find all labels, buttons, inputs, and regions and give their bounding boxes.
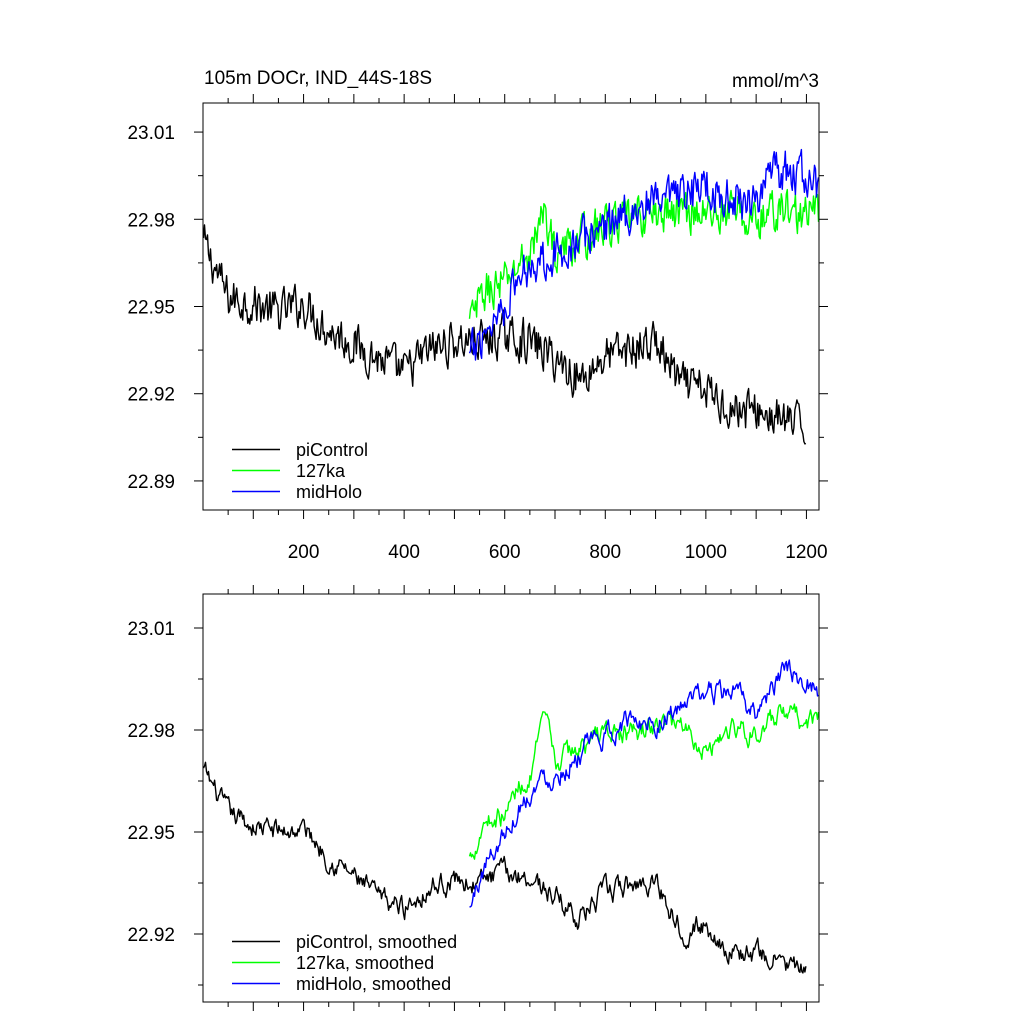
legend-label: piControl xyxy=(296,440,368,460)
series-line-127ka xyxy=(468,188,820,319)
legend-label: midHolo, smoothed xyxy=(296,974,451,994)
legend-label: piControl, smoothed xyxy=(296,932,457,952)
legend-label: 127ka xyxy=(296,461,346,481)
y-tick-label: 22.89 xyxy=(127,472,175,493)
x-tick-label: 1000 xyxy=(685,542,727,563)
series-line-127ka-smoothed xyxy=(468,703,820,860)
y-tick-label: 22.92 xyxy=(127,925,175,946)
legend-label: 127ka, smoothed xyxy=(296,953,434,973)
top-units: mmol/m^3 xyxy=(732,71,819,92)
bottom-panel: 22.92 22.95 22.98 23.01 piControl, smoothed… xyxy=(127,585,828,1011)
y-tick-label: 23.01 xyxy=(127,619,175,640)
y-tick-label: 23.01 xyxy=(127,123,175,144)
y-tick-label: 22.92 xyxy=(127,385,175,406)
x-tick-label: 1200 xyxy=(785,542,827,563)
series-line-picontrol xyxy=(202,224,807,445)
y-tick-label: 22.98 xyxy=(127,721,175,742)
y-tick-label: 22.95 xyxy=(127,823,175,844)
x-tick-label: 800 xyxy=(589,542,621,563)
series-line-midholo-smoothed xyxy=(469,659,819,908)
x-tick-label: 200 xyxy=(288,542,320,563)
x-tick-label: 400 xyxy=(388,542,420,563)
x-tick-label: 600 xyxy=(489,542,521,563)
legend-label: midHolo xyxy=(296,482,362,502)
top-panel: 200 400 600 800 1000 1200 22.89 22.92 22.95 22.98… xyxy=(127,68,828,563)
y-tick-label: 22.95 xyxy=(127,298,175,319)
top-title: 105m DOCr, IND_44S-18S xyxy=(204,68,432,89)
series-line-midholo xyxy=(468,148,820,361)
y-tick-label: 22.98 xyxy=(127,210,175,231)
series-line-picontrol-smoothed xyxy=(202,761,807,974)
bottom-plot-frame xyxy=(202,593,820,1003)
